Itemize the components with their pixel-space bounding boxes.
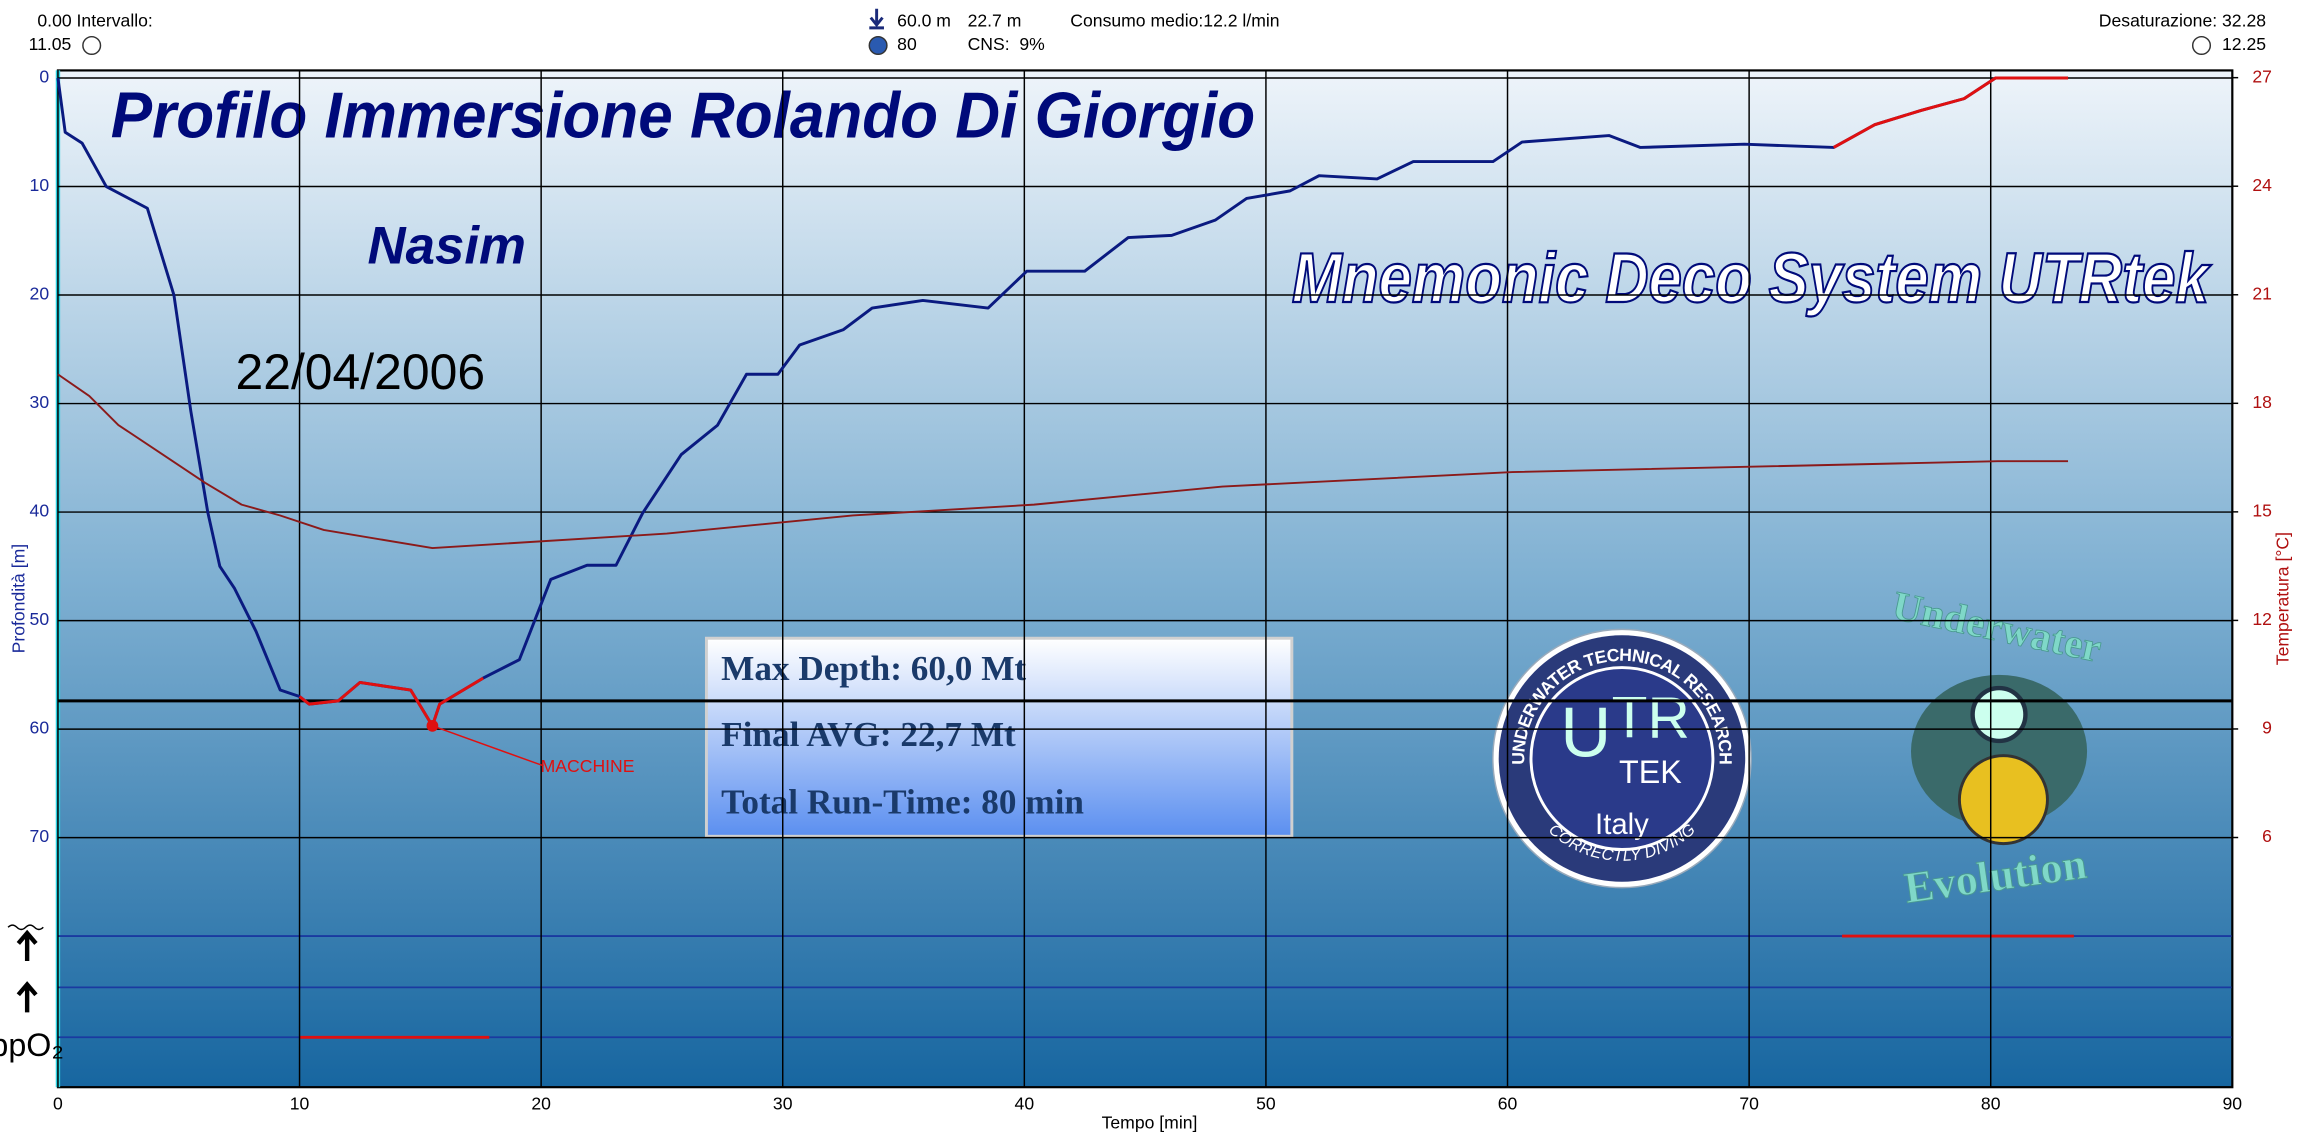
- tank-icon: [868, 35, 888, 56]
- info-line: Final AVG: 22,7 Mt: [721, 715, 1016, 754]
- utr-u: U: [1560, 693, 1611, 772]
- y-axis-label: Profondità [m]: [8, 544, 28, 654]
- utr-logo-inner: [1529, 666, 1715, 851]
- x-tick-label: 70: [1739, 1093, 1759, 1113]
- side-icons: [7, 924, 44, 1013]
- y-tick-label: 30: [30, 392, 50, 412]
- utr-tr: TR: [1612, 685, 1690, 750]
- tank: 80: [897, 34, 917, 54]
- consumption: Consumo medio:12.2 l/min: [1070, 11, 1279, 31]
- x-tick-label: 50: [1256, 1093, 1276, 1113]
- depth-icon: [869, 8, 884, 30]
- interval-label: 0.00 Intervallo:: [37, 11, 152, 31]
- y2-tick-label: 15: [2252, 501, 2272, 521]
- max-depth: 60.0 m: [897, 11, 951, 31]
- uwe-mask: [1970, 685, 2028, 744]
- plot-area: [56, 69, 2234, 1089]
- x-tick-label: 80: [1981, 1093, 2001, 1113]
- series-line: [56, 76, 2069, 728]
- desaturation: Desaturazione: 32.28: [2099, 11, 2266, 31]
- y2-tick-label: 27: [2252, 66, 2272, 86]
- y-tick-label: 70: [30, 826, 50, 846]
- y2-tick-label: 18: [2252, 392, 2272, 412]
- avg-depth: 22.7 m: [968, 11, 1022, 31]
- annotation-point: [426, 719, 439, 732]
- y2-tick-label: 24: [2252, 175, 2272, 195]
- chart-title: Profilo Immersione Rolando Di Giorgio: [111, 79, 1255, 151]
- y2-axis-label: Temperatura [°C]: [2272, 532, 2292, 665]
- x-tick-label: 90: [2223, 1093, 2243, 1113]
- series-line: [298, 76, 2069, 728]
- utr-tek: TEK: [1619, 754, 1682, 790]
- clock-icon: [82, 35, 102, 56]
- x-tick-label: 10: [290, 1093, 310, 1113]
- x-tick-label: 20: [531, 1093, 551, 1113]
- y-tick-label: 20: [30, 284, 50, 304]
- clock-icon: [2191, 35, 2212, 56]
- uwe-ball: [1957, 754, 2049, 846]
- subtitle: Nasim: [368, 216, 526, 275]
- x-axis-label: Tempo [min]: [1102, 1113, 1198, 1133]
- annotation-leader: [432, 725, 544, 767]
- y-tick-label: 40: [30, 501, 50, 521]
- info-line: Max Depth: 60,0 Mt: [721, 649, 1026, 688]
- series-line: [57, 373, 2069, 550]
- y-tick-label: 60: [30, 718, 50, 738]
- x-tick-label: 30: [773, 1093, 793, 1113]
- y-tick-label: 0: [39, 67, 49, 87]
- cns: CNS: 9%: [968, 34, 1046, 54]
- y2-tick-label: 21: [2252, 283, 2272, 303]
- annotation-label: MACCHINE: [541, 756, 635, 776]
- x-tick-label: 40: [1015, 1093, 1035, 1113]
- date: 22/04/2006: [235, 344, 485, 400]
- interval-time: 11.05: [29, 34, 72, 54]
- ppo2-label: ppO₂: [0, 1027, 64, 1063]
- x-tick-label: 0: [53, 1093, 63, 1113]
- ppo2-lines: [57, 934, 2233, 1039]
- y-tick-label: 10: [30, 175, 50, 195]
- y2-tick-label: 12: [2252, 609, 2272, 629]
- y2-tick-label: 6: [2262, 826, 2272, 846]
- y2-tick-label: 9: [2262, 718, 2272, 738]
- info-line: Total Run-Time: 80 min: [721, 783, 1084, 822]
- time: 12.25: [2222, 34, 2266, 54]
- utr-country: Italy: [1595, 808, 1649, 841]
- watermark: Mnemonic Deco System UTRtek: [1292, 238, 2212, 317]
- x-tick-label: 60: [1498, 1093, 1518, 1113]
- y-tick-label: 50: [30, 609, 50, 629]
- info-box: [704, 636, 1294, 838]
